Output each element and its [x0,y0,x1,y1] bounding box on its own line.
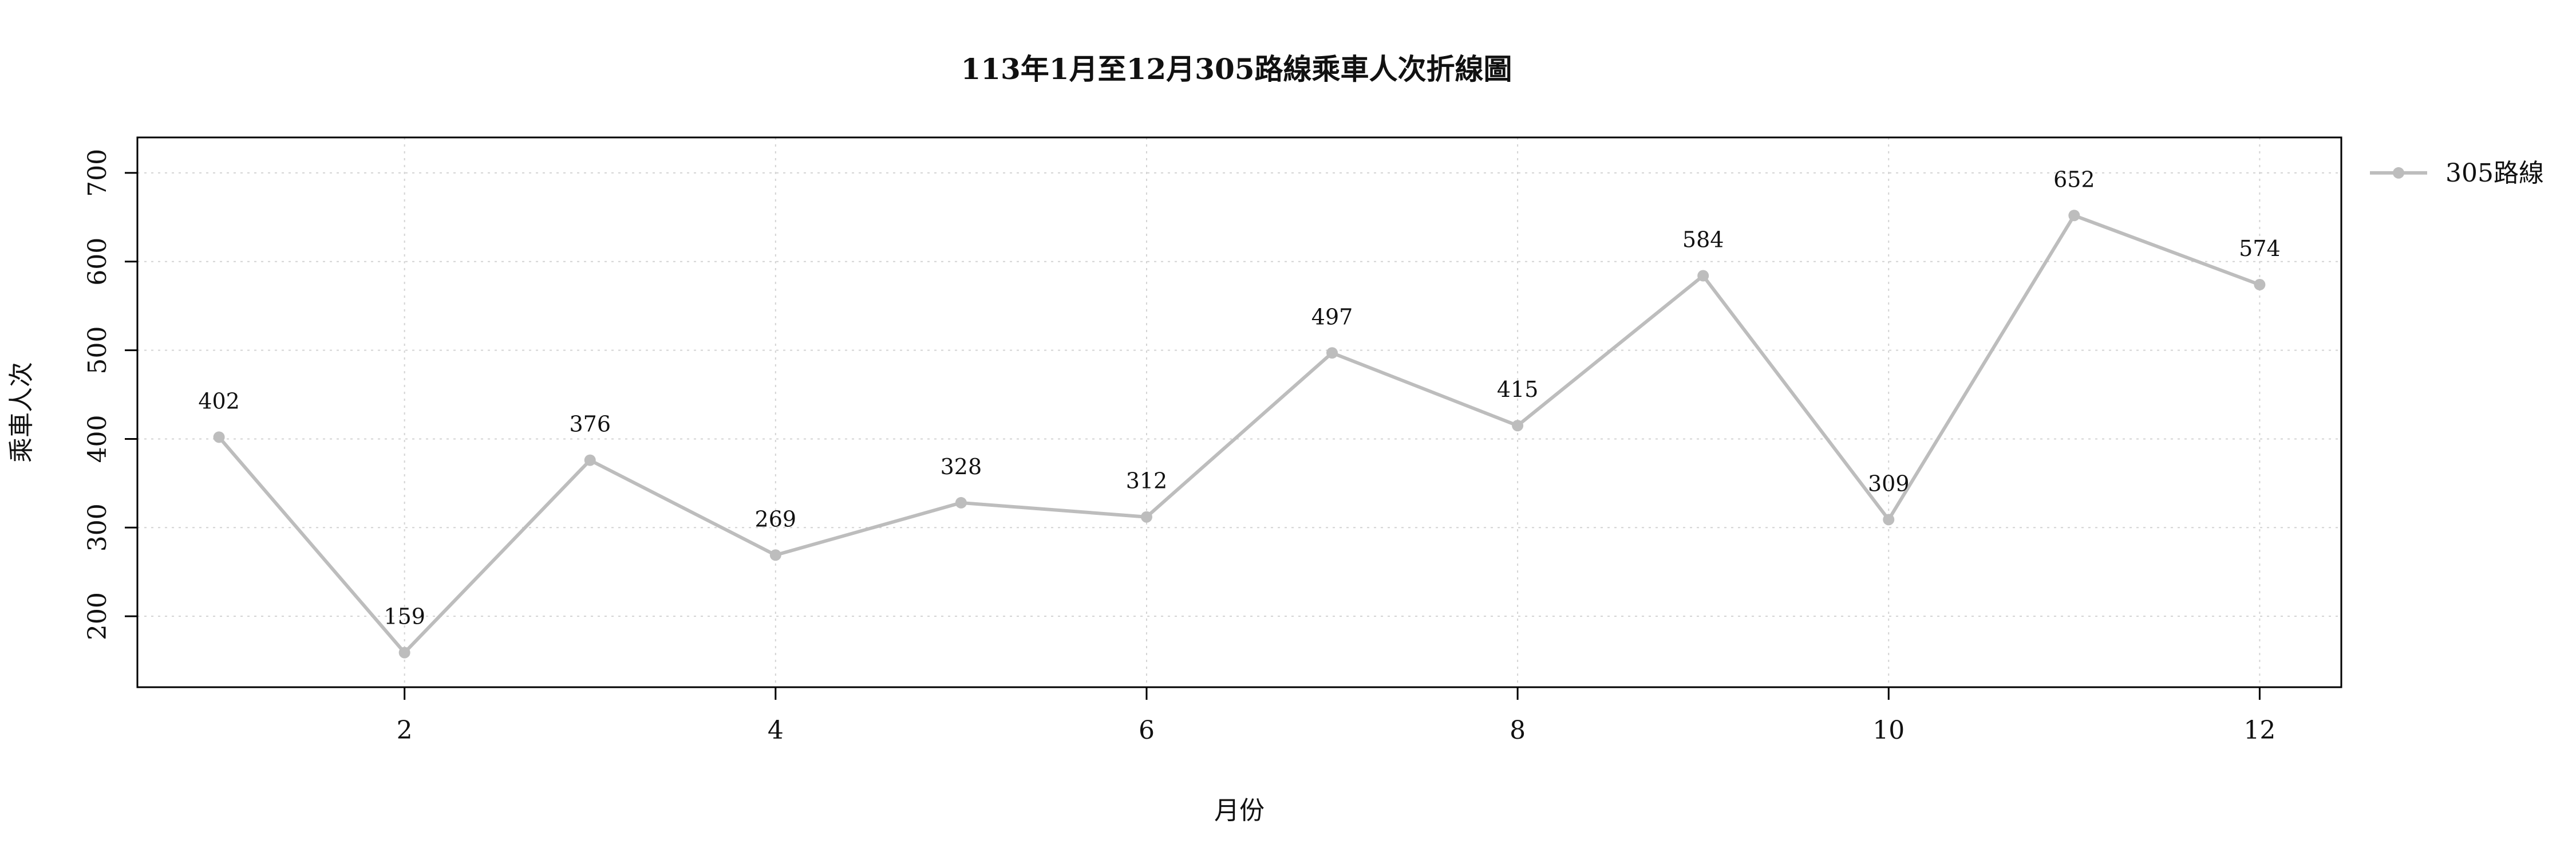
data-label: 309 [1868,471,1910,496]
axes: 2 4 6 8 10 12 200 300 400 500 600 700 [83,149,2275,745]
data-point [1512,420,1524,432]
data-point [2068,210,2080,222]
x-tick-label: 6 [1139,716,1155,745]
x-tick-label: 10 [1872,716,1905,745]
chart-title: 113年1月至12月305路線乘車人次折線圖 [961,52,1512,86]
legend-marker [2393,167,2404,179]
x-tick-label: 2 [397,716,413,745]
data-point [1697,270,1709,282]
x-axis-label: 月份 [1214,796,1265,825]
x-tick-label: 8 [1510,716,1526,745]
data-point [955,497,967,509]
series-layer: 402 159 376 269 328 312 497 415 584 309 652 574 [198,167,2281,659]
x-tick-label: 12 [2243,716,2275,745]
y-tick-label: 500 [83,326,112,375]
data-point [1326,347,1338,359]
series-line [218,214,2261,655]
data-point [584,454,596,466]
data-point [398,647,410,659]
data-label: 312 [1126,468,1168,494]
data-label: 159 [384,604,425,629]
data-label: 497 [1311,304,1353,329]
y-tick-label: 200 [83,592,112,640]
data-point [1140,511,1152,523]
grid [137,137,2341,687]
data-point [1883,514,1895,526]
data-label: 402 [198,388,240,413]
data-label: 584 [1682,227,1724,253]
data-label: 328 [941,454,982,479]
data-point [213,431,225,443]
x-tick-label: 4 [768,716,784,745]
data-point [769,549,781,561]
y-tick-label: 600 [83,238,112,286]
y-tick-label: 300 [83,503,112,551]
legend-label: 305路線 [2445,159,2544,188]
y-axis-label: 乘車人次 [7,362,36,463]
y-tick-label: 700 [83,149,112,197]
data-point [2254,279,2266,291]
data-label: 652 [2053,167,2095,192]
data-label: 574 [2239,236,2281,261]
y-tick-label: 400 [83,415,112,463]
legend: 305路線 [2370,159,2544,188]
data-label: 415 [1497,377,1539,402]
plot-frame [136,136,2342,688]
data-label: 269 [755,506,797,531]
data-label: 376 [569,412,611,437]
